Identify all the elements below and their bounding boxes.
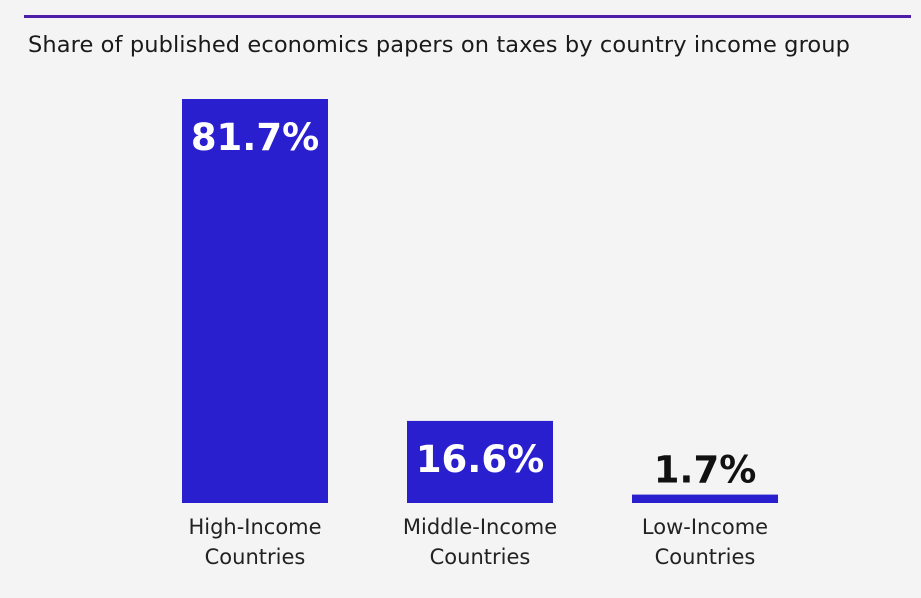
category-label-0: High-Income Countries: [188, 515, 321, 569]
data-label-0: 81.7%: [191, 116, 319, 159]
category-label-2: Low-Income Countries: [642, 515, 768, 569]
top-rule: [24, 15, 911, 18]
data-label-1: 16.6%: [416, 438, 544, 481]
chart-subtitle: Share of published economics papers on t…: [28, 32, 851, 58]
category-label-1: Middle-Income Countries: [403, 515, 557, 569]
data-label-2: 1.7%: [654, 449, 757, 492]
bar-2: [632, 494, 778, 503]
bar-0: [182, 99, 328, 503]
bar-1: [407, 420, 553, 503]
